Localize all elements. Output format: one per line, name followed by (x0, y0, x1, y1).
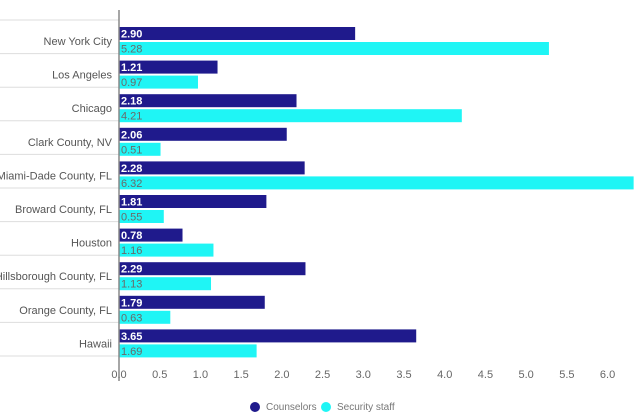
data-label-security-staff-houston: 1.16 (121, 245, 142, 257)
category-label-clark-county-nv: Clark County, NV (28, 137, 113, 149)
x-axis-ticks: 0.0 0.5 1.0 1.5 2.0 2.5 3.0 3.5 4.0 4.5 5.0 5.5 6.0 (111, 369, 615, 381)
x-tick-label-0-5: 0.5 (152, 369, 167, 381)
category-label-chicago: Chicago (72, 103, 112, 115)
x-tick-label-1-5: 1.5 (233, 369, 248, 381)
category-label-hawaii: Hawaii (79, 338, 112, 350)
data-label-security-staff-chicago: 4.21 (121, 111, 142, 123)
bar-counselors-hawaii (119, 329, 417, 343)
data-label-counselors-clark-county-nv: 2.06 (121, 129, 142, 141)
bar-security-staff-orange-county-fl (119, 310, 171, 324)
category-label-new-york-city: New York City (44, 36, 113, 48)
data-label-security-staff-los-angeles: 0.97 (121, 77, 142, 89)
category-bands (0, 19, 119, 357)
data-label-counselors-houston: 0.78 (121, 230, 142, 242)
legend-label-counselors: Counselors (266, 402, 317, 413)
bar-security-staff-hawaii (119, 344, 257, 358)
bar-counselors-orange-county-fl (119, 295, 265, 309)
bar-counselors-hillsborough-county-fl (119, 262, 306, 276)
data-label-counselors-hawaii: 3.65 (121, 331, 142, 343)
x-tick-label-4-5: 4.5 (478, 369, 493, 381)
category-label-houston: Houston (71, 238, 112, 250)
data-label-security-staff-hawaii: 1.69 (121, 346, 142, 358)
bar-counselors-miami-dade-county-fl (119, 161, 305, 175)
x-tick-label-2-0: 2.0 (274, 369, 289, 381)
bar-counselors-new-york-city (119, 27, 356, 40)
bar-counselors-chicago (119, 94, 297, 108)
data-label-counselors-hillsborough-county-fl: 2.29 (121, 264, 142, 276)
x-tick-label-5-0: 5.0 (518, 369, 533, 381)
data-label-counselors-orange-county-fl: 1.79 (121, 297, 142, 309)
bar-security-staff-broward-county-fl (119, 210, 164, 223)
data-label-counselors-broward-county-fl: 1.81 (121, 197, 142, 209)
x-tick-label-1-0: 1.0 (193, 369, 208, 381)
category-label-los-angeles: Los Angeles (52, 70, 112, 82)
x-tick-label-4-0: 4.0 (437, 369, 452, 381)
x-tick-label-6-0: 6.0 (600, 369, 615, 381)
bars-layer: 2.90 5.28 1.21 0.97 2.18 4.21 2.06 0.51 2.28 6.32… (119, 27, 634, 358)
x-tick-label-2-5: 2.5 (315, 369, 330, 381)
legend-swatch-security-staff (321, 402, 331, 412)
data-label-security-staff-miami-dade-county-fl: 6.32 (121, 178, 142, 190)
data-label-security-staff-new-york-city: 5.28 (121, 44, 142, 56)
legend-swatch-counselors (250, 402, 260, 412)
category-labels: New York City Los Angeles Chicago Clark Cou… (0, 36, 113, 350)
bar-security-staff-chicago (119, 109, 462, 123)
data-label-security-staff-hillsborough-county-fl: 1.13 (121, 279, 142, 291)
legend-label-security-staff: Security staff (337, 402, 395, 413)
data-label-counselors-chicago: 2.18 (121, 96, 142, 108)
x-tick-label-3-0: 3.0 (356, 369, 371, 381)
data-label-security-staff-orange-county-fl: 0.63 (121, 312, 142, 324)
x-tick-label-3-5: 3.5 (396, 369, 411, 381)
category-label-orange-county-fl: Orange County, FL (19, 305, 112, 317)
x-tick-label-5-5: 5.5 (559, 369, 574, 381)
category-label-broward-county-fl: Broward County, FL (15, 204, 112, 216)
bar-security-staff-new-york-city (119, 42, 549, 55)
bar-security-staff-miami-dade-county-fl (119, 176, 634, 190)
category-label-hillsborough-county-fl: Hillsborough County, FL (0, 271, 112, 283)
data-label-security-staff-clark-county-nv: 0.51 (121, 144, 142, 156)
x-tick-label-0-0: 0.0 (111, 369, 126, 381)
bar-counselors-houston (119, 228, 183, 242)
bar-counselors-broward-county-fl (119, 195, 267, 208)
legend: Counselors Security staff (250, 402, 395, 413)
category-label-miami-dade-county-fl: Miami-Dade County, FL (0, 170, 112, 182)
bar-security-staff-hillsborough-county-fl (119, 277, 212, 291)
data-label-security-staff-broward-county-fl: 0.55 (121, 212, 142, 224)
bar-counselors-los-angeles (119, 60, 218, 74)
data-label-counselors-miami-dade-county-fl: 2.28 (121, 163, 142, 175)
bar-security-staff-clark-county-nv (119, 142, 161, 156)
data-label-counselors-new-york-city: 2.90 (121, 29, 142, 41)
data-label-counselors-los-angeles: 1.21 (121, 62, 142, 74)
bar-counselors-clark-county-nv (119, 127, 287, 141)
bar-security-staff-los-angeles (119, 75, 198, 89)
bar-security-staff-houston (119, 243, 214, 257)
